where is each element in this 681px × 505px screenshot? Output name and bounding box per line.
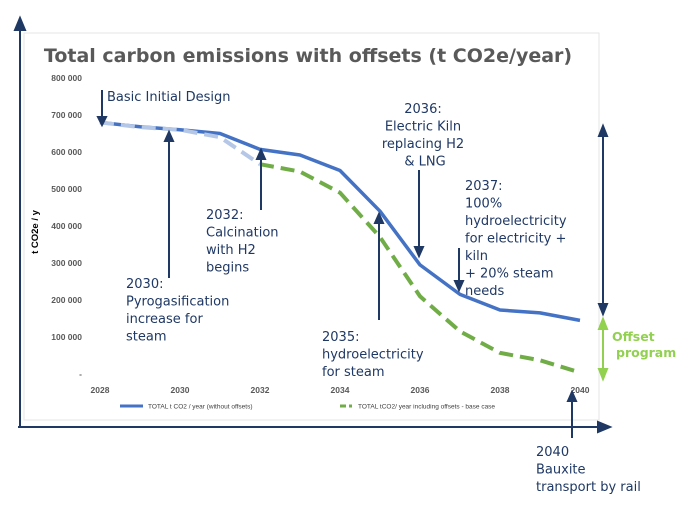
x-tick-label: 2030: [171, 385, 190, 395]
y-tick-label: 200 000: [51, 295, 82, 305]
x-tick-label: 2034: [331, 385, 350, 395]
annotation-text: 2035: hydroelectricity for steam: [322, 330, 424, 380]
offset-green-arrow: [597, 316, 609, 382]
arrow-2036-head: [413, 246, 425, 259]
y-tick-label: -: [79, 369, 82, 379]
chart-frame: [23, 32, 600, 421]
offset-program-label: Offset program: [612, 329, 676, 360]
series-line-offsets: [259, 162, 581, 375]
series-line-offsets-early: [99, 120, 262, 166]
arrow-2037-head: [453, 280, 465, 293]
annotation-text: 2037: 100% hydroelectricity for electricity…: [465, 179, 567, 299]
x-tick-label: 2028: [91, 385, 110, 395]
x-tick-labels: 2028 2030 2032 2034 2036 2038 2040: [91, 385, 590, 395]
annotation-text: 2036: Electric Kiln replacing H2 & LNG: [382, 102, 464, 170]
arrow-2030-head: [163, 129, 175, 142]
annotation-text: 2030: Pyrogasification increase for steam: [126, 277, 229, 345]
arrow-2035-head: [373, 211, 385, 224]
x-tick-label: 2040: [571, 385, 590, 395]
y-tick-label: 800 000: [51, 73, 82, 83]
y-tick-label: 500 000: [51, 184, 82, 194]
x-tick-label: 2036: [411, 385, 430, 395]
arrow-2040-head: [566, 389, 578, 402]
legend-label-offsets: TOTAL tCO2/ year including offsets - bas…: [358, 404, 495, 411]
y-tick-label: 100 000: [51, 332, 82, 342]
annotation-text: Basic Initial Design: [107, 90, 231, 105]
offset-double-arrow-bottom: [597, 303, 609, 317]
x-tick-label: 2038: [491, 385, 510, 395]
y-tick-label: 300 000: [51, 258, 82, 268]
arrow-basic-design-head: [96, 116, 108, 128]
legend: TOTAL t CO2 / year (without offsets) TOT…: [120, 404, 495, 411]
y-tick-labels: 800 000 700 000 600 000 500 000 400 000 300 0…: [51, 73, 82, 379]
annotation-arrows: [96, 90, 609, 438]
y-axis-label: t CO2e / y: [30, 209, 41, 254]
annotation-text: 2032: Calcination with H2 begins: [206, 208, 279, 276]
chart-title: Total carbon emissions with offsets (t C…: [44, 45, 572, 67]
legend-label-total: TOTAL t CO2 / year (without offsets): [148, 404, 253, 411]
outer-axes: [13, 15, 613, 434]
x-tick-label: 2032: [251, 385, 270, 395]
series-line-total: [99, 120, 581, 323]
arrow-2032-head: [255, 147, 267, 160]
y-tick-label: 600 000: [51, 147, 82, 157]
outer-x-arrowhead: [597, 420, 613, 434]
y-tick-label: 700 000: [51, 110, 82, 120]
annotation-text: 2040 Bauxite transport by rail: [536, 445, 641, 495]
offset-double-arrow-top: [597, 123, 609, 137]
y-tick-label: 400 000: [51, 221, 82, 231]
series-layer: [99, 120, 581, 375]
annotations: Basic Initial Design 2030: Pyrogasificatio…: [107, 90, 676, 495]
outer-y-arrowhead: [13, 15, 27, 31]
